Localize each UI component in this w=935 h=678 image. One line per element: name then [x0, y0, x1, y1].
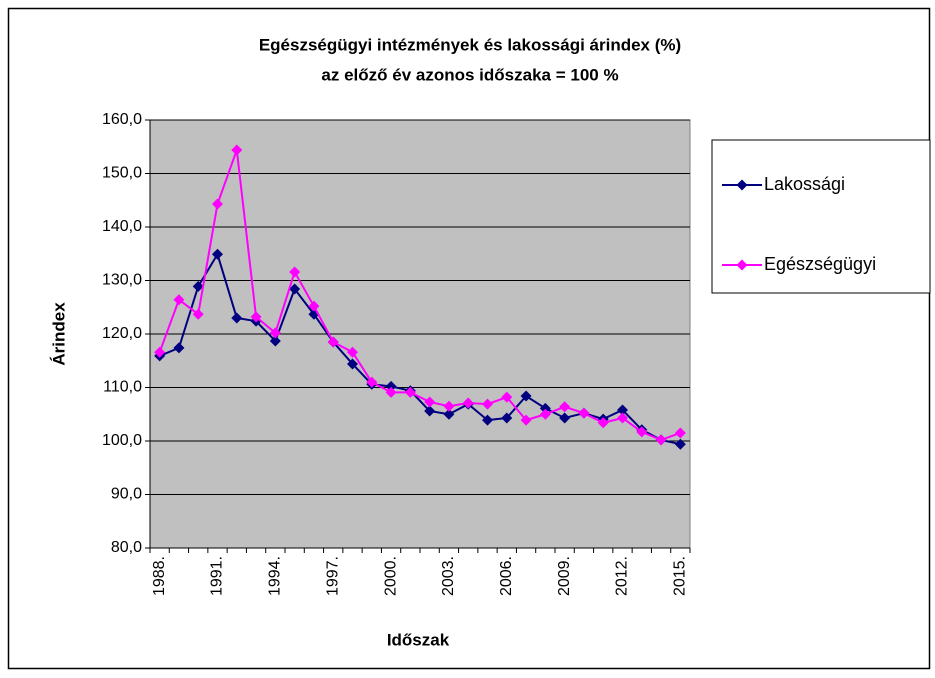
y-tick-label: 90,0 — [111, 486, 142, 503]
y-axis-title: Árindex — [49, 302, 68, 366]
chart-title: Egészségügyi intézmények és lakossági ár… — [259, 35, 681, 54]
y-tick-label: 160,0 — [102, 111, 142, 128]
marker — [559, 412, 571, 424]
marker — [539, 408, 551, 420]
marker — [327, 336, 339, 348]
marker — [385, 386, 397, 398]
marker — [539, 402, 551, 414]
legend-label: Lakossági — [764, 174, 845, 194]
marker — [520, 414, 532, 426]
marker — [289, 266, 301, 278]
marker — [192, 308, 204, 320]
marker — [501, 412, 513, 424]
marker — [559, 401, 571, 413]
y-tick-label: 120,0 — [102, 325, 142, 342]
y-tick-label: 130,0 — [102, 272, 142, 289]
series-line — [159, 251, 681, 446]
x-tick-label: 2009. — [556, 556, 573, 596]
x-tick-label: 1997. — [324, 556, 341, 596]
marker — [269, 327, 281, 339]
x-tick-label: 2006. — [498, 556, 515, 596]
marker — [578, 407, 590, 419]
y-tick-label: 100,0 — [102, 432, 142, 449]
x-axis-title: Időszak — [387, 630, 450, 649]
marker — [443, 400, 455, 412]
chart-subtitle: az előző év azonos időszaka = 100 % — [321, 65, 618, 84]
marker — [462, 397, 474, 409]
marker — [212, 248, 223, 260]
marker — [404, 386, 416, 398]
x-tick-label: 2003. — [440, 556, 457, 596]
marker — [443, 408, 455, 420]
marker — [366, 376, 378, 388]
marker — [617, 404, 628, 416]
x-tick-label: 2000. — [382, 556, 399, 596]
marker — [482, 414, 493, 426]
legend — [711, 139, 931, 294]
marker — [308, 300, 320, 312]
legend-swatch-marker — [736, 179, 748, 191]
marker — [520, 390, 532, 402]
marker — [173, 294, 185, 306]
marker — [597, 417, 609, 429]
y-tick-label: 150,0 — [102, 165, 142, 182]
marker — [482, 398, 493, 410]
x-tick-label: 2015. — [672, 556, 689, 596]
marker — [347, 346, 358, 358]
series-line — [158, 149, 681, 442]
marker — [674, 427, 686, 439]
marker — [674, 438, 686, 450]
y-tick-label: 110,0 — [103, 379, 142, 396]
marker — [173, 342, 185, 354]
marker — [424, 396, 436, 408]
marker — [636, 426, 648, 438]
marker — [347, 358, 358, 370]
marker — [231, 312, 243, 324]
marker — [655, 434, 667, 446]
marker — [385, 380, 397, 392]
marker — [250, 311, 262, 323]
legend-label: Egészségügyi — [764, 254, 876, 274]
x-tick-label: 1988. — [151, 556, 168, 596]
legend-swatch-marker — [736, 259, 748, 271]
x-tick-label: 2012. — [614, 556, 631, 596]
marker — [289, 283, 301, 295]
marker — [424, 405, 436, 417]
y-tick-label: 80,0 — [111, 539, 142, 556]
y-tick-label: 140,0 — [102, 218, 142, 235]
marker — [269, 335, 281, 347]
marker — [154, 346, 166, 358]
marker — [192, 280, 204, 292]
marker — [212, 198, 223, 210]
marker — [617, 412, 628, 424]
marker — [231, 144, 243, 156]
x-tick-label: 1994. — [267, 556, 284, 596]
x-tick-label: 1991. — [209, 556, 226, 596]
marker — [501, 391, 513, 403]
